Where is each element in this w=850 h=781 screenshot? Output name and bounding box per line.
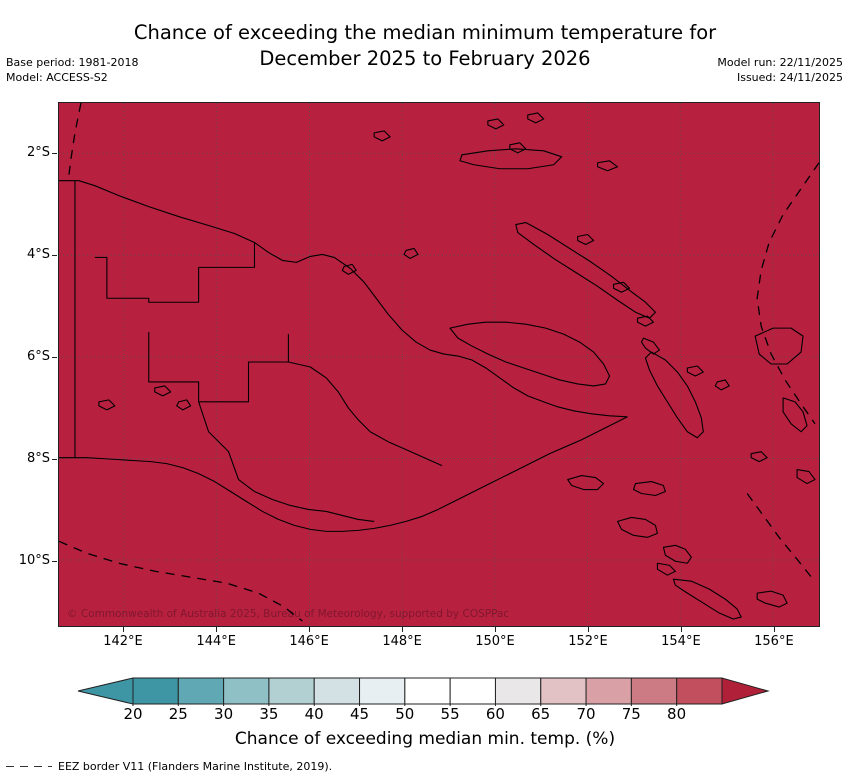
colorbar-over-arrow [721, 677, 770, 705]
base-period-label: Base period: 1981-2018 [6, 56, 139, 69]
colorbar-segment [449, 677, 496, 705]
lat-tick-4S [52, 254, 57, 256]
colorbar[interactable] [0, 676, 850, 706]
colorbar-segments [132, 677, 723, 705]
lat-tick-2S [52, 152, 57, 154]
lon-label-148E: 148°E [382, 634, 422, 649]
gridlines [59, 103, 819, 626]
lat-tick-6S [52, 356, 57, 358]
colorbar-tick-label-70: 70 [576, 705, 596, 723]
lon-tick-154E [680, 627, 682, 632]
map-panel[interactable]: © Commonwealth of Australia 2025, Bureau… [58, 102, 820, 627]
colorbar-segment [223, 677, 270, 705]
lat-label-4S: 4°S [26, 247, 50, 262]
lat-tick-10S [52, 560, 57, 562]
colorbar-tick-label-65: 65 [531, 705, 551, 723]
colorbar-ticks [132, 704, 678, 706]
page-title: Chance of exceeding the median minimum t… [0, 20, 850, 72]
lon-label-150E: 150°E [475, 634, 515, 649]
map-vector-layer [59, 103, 819, 626]
issued-label: Issued: 24/11/2025 [736, 71, 843, 84]
colorbar-axis-title: Chance of exceeding median min. temp. (%… [234, 729, 616, 749]
lon-tick-148E [402, 627, 404, 632]
colorbar-segment [494, 677, 542, 705]
eez-border [59, 103, 819, 622]
colorbar-segment [630, 677, 678, 705]
colorbar-tick-label-35: 35 [259, 705, 279, 723]
lat-label-6S: 6°S [26, 349, 50, 364]
shaded-field [59, 103, 819, 626]
eez-legend-label: EEZ border V11 (Flanders Marine Institut… [58, 760, 333, 773]
metadata-left: Base period: 1981-2018 Model: ACCESS-S2 [6, 55, 138, 85]
colorbar-under-arrow [77, 677, 134, 705]
model-run-label: Model run: 22/11/2025 [717, 56, 843, 69]
colorbar-tick-label-75: 75 [621, 705, 641, 723]
title-line-2: December 2025 to February 2026 [259, 47, 591, 70]
colorbar-tick-label-40: 40 [304, 705, 324, 723]
lon-label-152E: 152°E [568, 634, 608, 649]
colorbar-segment [540, 677, 587, 705]
lat-label-2S: 2°S [26, 145, 50, 160]
colorbar-segment [132, 677, 179, 705]
colorbar-tick-label-80: 80 [667, 705, 687, 723]
model-label: Model: ACCESS-S2 [6, 71, 108, 84]
colorbar-tick-label-25: 25 [168, 705, 188, 723]
eez-legend: EEZ border V11 (Flanders Marine Institut… [6, 760, 332, 773]
colorbar-tick-label-30: 30 [214, 705, 234, 723]
lon-label-154E: 154°E [661, 634, 701, 649]
lon-label-144E: 144°E [196, 634, 236, 649]
map-raster-fill [59, 103, 819, 626]
lon-label-156E: 156°E [754, 634, 794, 649]
colorbar-tick-label-60: 60 [485, 705, 505, 723]
lon-tick-144E [216, 627, 218, 632]
colorbar-tick-label-20: 20 [123, 705, 143, 723]
lon-tick-156E [773, 627, 775, 632]
colorbar-segment [313, 677, 361, 705]
lon-label-142E: 142°E [103, 634, 143, 649]
colorbar-tick-label-50: 50 [395, 705, 415, 723]
lat-label-8S: 8°S [26, 451, 50, 466]
colorbar-tick-label-45: 45 [349, 705, 370, 723]
lat-label-10S: 10°S [18, 553, 50, 568]
title-line-1: Chance of exceeding the median minimum t… [133, 21, 717, 44]
colorbar-tick-label-55: 55 [440, 705, 460, 723]
lon-tick-152E [588, 627, 589, 632]
colorbar-segment [676, 677, 723, 705]
metadata-right: Model run: 22/11/2025 Issued: 24/11/2025 [717, 55, 843, 85]
colorbar-segment [404, 677, 451, 705]
coastlines [59, 112, 816, 620]
colorbar-segment [177, 677, 225, 705]
colorbar-svg [77, 677, 770, 706]
lon-tick-150E [495, 627, 496, 632]
colorbar-segment [585, 677, 632, 705]
colorbar-segment [359, 677, 406, 705]
lon-label-146E: 146°E [289, 634, 329, 649]
dashed-line-sample [6, 766, 52, 767]
colorbar-segment [268, 677, 315, 705]
lon-tick-146E [309, 627, 311, 632]
map-watermark: © Commonwealth of Australia 2025, Bureau… [67, 608, 510, 620]
lat-tick-8S [52, 458, 57, 460]
lon-tick-142E [123, 627, 124, 632]
